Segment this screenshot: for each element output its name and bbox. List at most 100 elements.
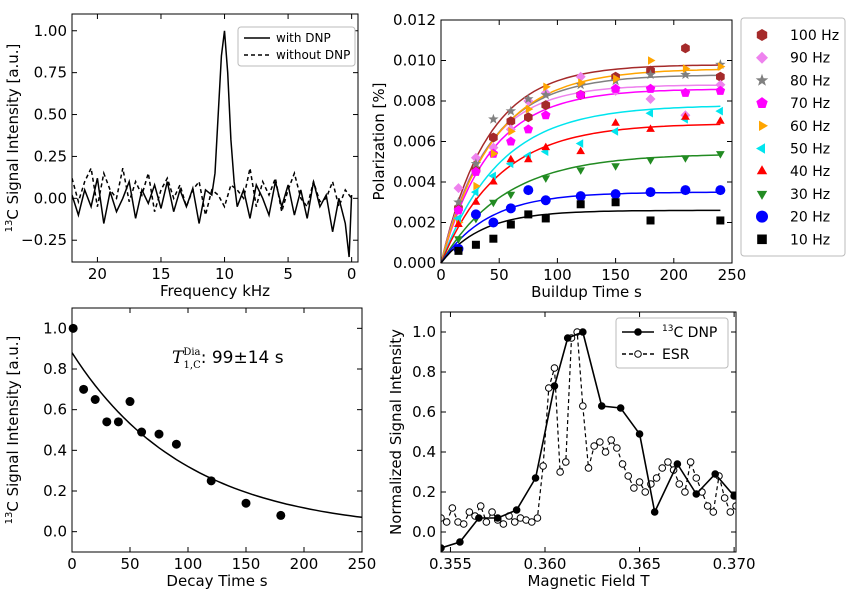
data-point-70hz xyxy=(715,85,726,95)
x-tick-label: 50 xyxy=(120,555,139,573)
y-tick-label: 0.75 xyxy=(34,64,67,82)
dnp-point xyxy=(730,492,736,500)
data-point-100hz xyxy=(716,71,725,82)
esr-point xyxy=(709,508,718,516)
dnp-point xyxy=(711,470,719,478)
esr-point xyxy=(562,458,570,466)
y-tick-label: 0.6 xyxy=(412,403,436,421)
data-point xyxy=(90,395,100,404)
series-line-with-dnp xyxy=(72,30,353,258)
legend-label: 40 Hz xyxy=(790,164,830,180)
esr-point xyxy=(658,464,667,472)
data-point xyxy=(137,427,147,437)
y-tick-label: 0.0 xyxy=(43,523,67,541)
data-point-30hz xyxy=(506,191,516,200)
dnp-point xyxy=(512,506,521,514)
esr-point xyxy=(442,518,451,526)
esr-point xyxy=(635,478,644,486)
dnp-point xyxy=(673,460,682,468)
x-tick-label: 150 xyxy=(601,266,630,284)
data-point-60hz xyxy=(490,149,499,158)
legend-label: 90 Hz xyxy=(790,51,830,67)
data-point-60hz xyxy=(717,62,726,71)
esr-point xyxy=(465,508,474,516)
esr-point xyxy=(596,438,604,446)
data-point-10hz xyxy=(716,216,725,225)
y-tick-label: 0.0 xyxy=(412,523,436,541)
data-point-30hz xyxy=(541,175,551,183)
data-point-10hz xyxy=(646,216,655,225)
data-point-70hz xyxy=(610,83,621,93)
y-tick-label: 0.002 xyxy=(393,214,436,232)
legend-marker xyxy=(759,120,768,131)
legend-label: 80 Hz xyxy=(790,73,830,89)
data-point-40hz xyxy=(506,154,516,163)
esr-point xyxy=(448,504,457,512)
legend-marker xyxy=(634,328,642,336)
esr-point xyxy=(579,402,587,410)
esr-point xyxy=(527,518,536,526)
data-point-40hz xyxy=(646,124,655,132)
data-point-100hz xyxy=(506,116,516,127)
legend-label: with DNP xyxy=(276,31,331,45)
legend-marker xyxy=(755,73,769,86)
data-point xyxy=(276,510,286,520)
y-axis-label: 13C Signal Intensity [a.u.] xyxy=(4,336,22,525)
data-point-40hz xyxy=(454,219,463,227)
data-point-80hz xyxy=(540,89,551,100)
data-point-60hz xyxy=(613,74,621,84)
x-tick-label: 10 xyxy=(215,265,234,283)
data-point-10hz xyxy=(541,214,550,223)
esr-point xyxy=(692,474,701,482)
esr-point xyxy=(652,474,661,482)
annotation-t1: TDia 1,C: 99±14 s xyxy=(172,347,284,371)
esr-point xyxy=(476,502,485,510)
dnp-point xyxy=(550,382,559,390)
dnp-point xyxy=(493,514,502,522)
esr-point xyxy=(641,488,650,496)
data-point xyxy=(125,397,135,407)
data-point-10hz xyxy=(524,210,533,219)
data-point-100hz xyxy=(541,100,551,111)
data-point-90hz xyxy=(715,79,726,90)
x-tick-label: 100 xyxy=(543,266,572,284)
fit-curve-30hz xyxy=(440,154,721,264)
legend-label: 100 Hz xyxy=(790,28,839,44)
esr-point xyxy=(618,460,627,468)
data-point xyxy=(171,439,181,449)
data-point-80hz xyxy=(488,113,499,124)
data-point-60hz xyxy=(508,127,516,136)
legend-label: 50 Hz xyxy=(790,142,830,158)
y-tick-label: 0.50 xyxy=(34,106,67,124)
legend-marker xyxy=(756,97,768,108)
esr-point xyxy=(556,468,564,476)
y-tick-label: 0.2 xyxy=(412,483,436,501)
data-point-20hz xyxy=(505,203,516,214)
esr-point xyxy=(613,444,621,452)
legend-marker xyxy=(756,51,768,64)
plot-frame xyxy=(440,311,737,553)
esr-point xyxy=(726,508,735,516)
data-point-30hz xyxy=(646,157,655,165)
legend-box xyxy=(740,17,846,257)
y-axis-label: 13C Signal Intensity [a.u.] xyxy=(4,44,22,233)
y-tick-label: 0.00 xyxy=(34,189,67,207)
data-point-20hz xyxy=(610,189,621,200)
esr-point xyxy=(675,480,684,488)
dnp-point xyxy=(616,404,625,412)
data-point-90hz xyxy=(470,152,481,163)
data-point-50hz xyxy=(645,108,653,118)
data-point-60hz xyxy=(543,82,551,92)
esr-point xyxy=(703,502,712,510)
data-point xyxy=(154,429,164,439)
data-point-80hz xyxy=(680,69,691,80)
data-point-80hz xyxy=(453,196,464,207)
dnp-point xyxy=(597,402,606,410)
data-point-10hz xyxy=(611,198,620,207)
legend-marker xyxy=(756,29,768,41)
dnp-point xyxy=(441,544,445,552)
x-tick-label: 15 xyxy=(151,265,170,283)
data-point-80hz xyxy=(470,158,482,169)
legend-label: 13C DNP xyxy=(662,324,717,341)
legend-label: 10 Hz xyxy=(790,232,830,248)
